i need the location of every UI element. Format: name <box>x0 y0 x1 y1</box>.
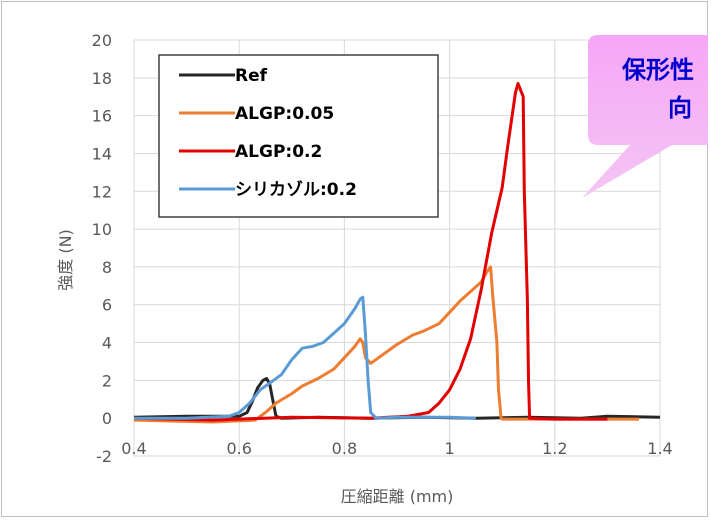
legend-label: シリカゾル:0.2 <box>235 180 357 200</box>
x-axis-title: 圧縮距離 (mm) <box>341 487 454 506</box>
x-tick-label: 1.2 <box>542 439 567 458</box>
y-tick-label: 8 <box>102 258 112 277</box>
x-tick-labels: 0.4 0.6 0.8 1 1.2 1.4 <box>121 439 672 458</box>
series-line-シリカゾル:0.2 <box>134 295 476 420</box>
y-tick-label: 0 <box>102 409 112 428</box>
series-line-Ref <box>133 377 661 420</box>
legend-label: ALGP:0.05 <box>235 104 334 124</box>
x-tick-label: 1.4 <box>647 439 672 458</box>
x-tick-label: 1 <box>445 439 455 458</box>
y-tick-label: -2 <box>96 447 112 466</box>
x-tick-label: 0.6 <box>226 439 251 458</box>
x-tick-label: 0.4 <box>121 439 146 458</box>
y-tick-label: 14 <box>92 144 112 163</box>
series-line-ALGP:0.05 <box>133 265 639 424</box>
y-tick-label: 10 <box>92 220 112 239</box>
y-tick-label: 6 <box>102 296 112 315</box>
series-lines <box>133 82 661 424</box>
y-tick-label: 4 <box>102 334 112 353</box>
legend-label: Ref <box>235 66 268 86</box>
legend-label: ALGP:0.2 <box>235 142 322 162</box>
callout-text-line-1: 保形性 <box>621 56 694 84</box>
y-axis-title: 強度 (N) <box>56 229 75 291</box>
y-tick-label: 20 <box>92 31 112 50</box>
legend: Ref ALGP:0.05 ALGP:0.2 シリカゾル:0.2 <box>158 54 439 218</box>
callout-shape <box>582 35 708 198</box>
callout-text-line-2: 向 <box>668 94 692 122</box>
y-tick-label: 12 <box>92 182 112 201</box>
y-tick-labels: -2 0 2 4 6 8 10 12 14 16 18 20 <box>92 31 112 466</box>
y-tick-label: 16 <box>92 107 112 126</box>
callout-bubble: 保形性 向 <box>582 35 708 198</box>
y-tick-label: 18 <box>92 69 112 88</box>
y-tick-label: 2 <box>102 371 112 390</box>
x-tick-label: 0.8 <box>332 439 357 458</box>
